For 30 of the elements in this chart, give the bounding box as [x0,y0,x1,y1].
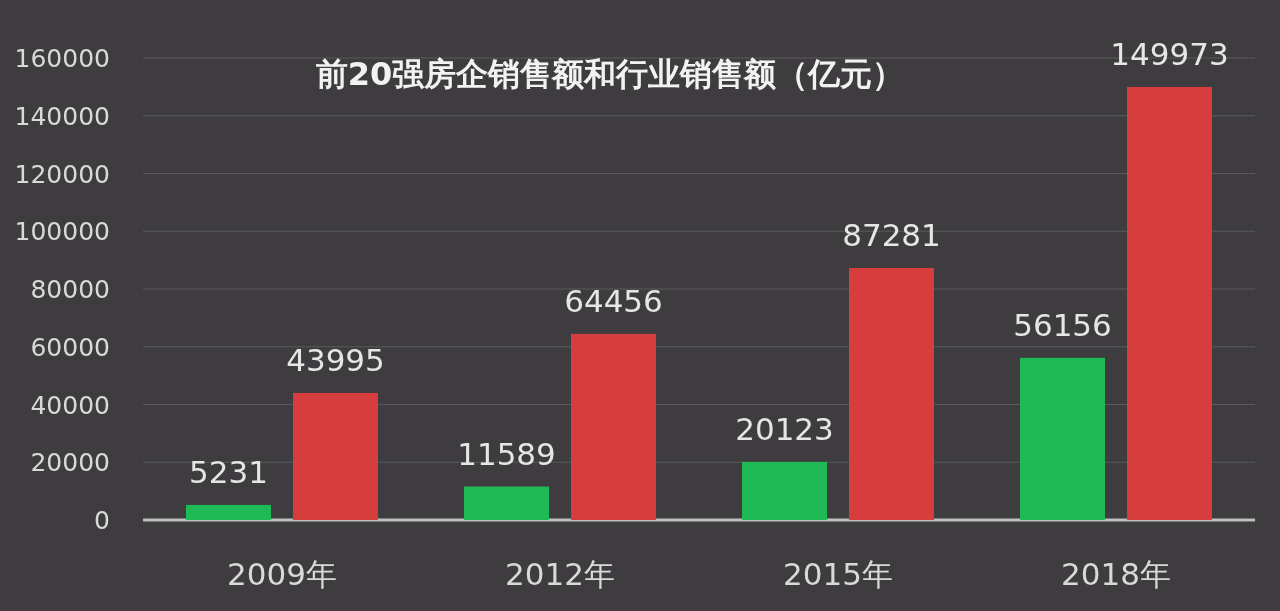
data-label: 149973 [1110,35,1229,72]
data-label: 20123 [735,410,834,447]
y-tick-label: 0 [94,506,110,535]
bar [186,504,271,520]
bar [464,486,549,520]
bar [742,461,827,520]
bar [849,267,934,520]
bar [1020,357,1105,520]
x-tick-label: 2015年 [783,556,893,592]
y-tick-label: 120000 [14,159,110,189]
bar [571,333,656,520]
data-label: 11589 [457,435,556,472]
y-tick-label: 60000 [30,332,110,362]
y-tick-label: 160000 [14,44,110,73]
x-tick-label: 2009年 [227,556,337,592]
data-label: 5231 [189,453,268,490]
bar [293,392,378,520]
chart-title: 前20强房企销售额和行业销售额（亿元） [315,55,905,93]
data-label: 64456 [564,282,663,319]
data-label: 87281 [842,216,941,253]
data-label: 56156 [1013,306,1112,343]
y-tick-label: 80000 [30,275,110,304]
y-tick-label: 100000 [14,217,110,247]
x-tick-label: 2012年 [505,556,615,592]
x-tick-label: 2018年 [1061,556,1171,592]
bar [1127,86,1212,520]
y-tick-label: 140000 [14,101,110,131]
y-tick-label: 20000 [30,448,110,478]
y-tick-label: 40000 [30,390,110,420]
data-label: 43995 [286,341,385,378]
